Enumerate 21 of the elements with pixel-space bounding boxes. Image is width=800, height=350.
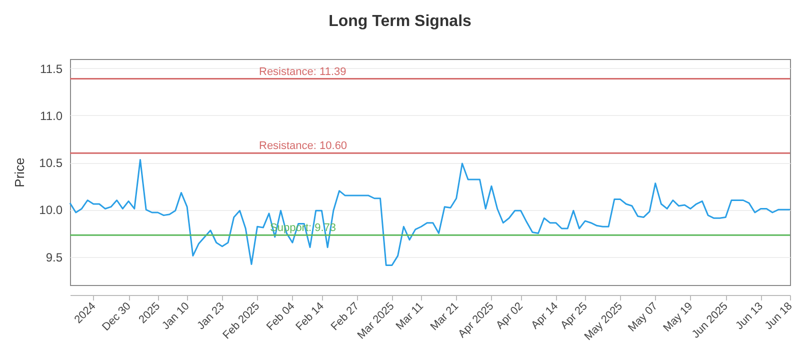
y-axis-title: Price	[12, 158, 28, 188]
x-tick-label: Mar 11	[394, 300, 426, 332]
x-tick-label: Feb 14	[294, 300, 326, 333]
y-tick-label: 11.5	[40, 62, 63, 76]
x-tick-label: Apr 25	[558, 300, 590, 332]
x-tick-label: Apr 14	[529, 300, 561, 332]
x-tick-label: Jun 13	[734, 300, 766, 332]
x-tick-label: Jun 18	[762, 300, 795, 332]
y-tick-label: 11.0	[40, 109, 63, 123]
ref-line-label: Resistance: 11.39	[259, 66, 346, 78]
y-tick-label: 10.5	[39, 156, 63, 170]
y-tick-label: 10.0	[39, 203, 63, 218]
x-tick-label: Jan 10	[160, 300, 192, 332]
chart-title: Long Term Signals	[328, 13, 472, 30]
x-tick-label: Dec 30	[100, 300, 134, 334]
ref-line-label: Resistance: 10.60	[259, 140, 348, 152]
x-tick-label: Feb 27	[328, 300, 362, 333]
line-series	[69, 159, 791, 266]
x-tick-label: Apr 02	[494, 300, 526, 332]
y-tick-label: 9.5	[46, 250, 63, 264]
x-tick-label: May 07	[626, 300, 660, 334]
